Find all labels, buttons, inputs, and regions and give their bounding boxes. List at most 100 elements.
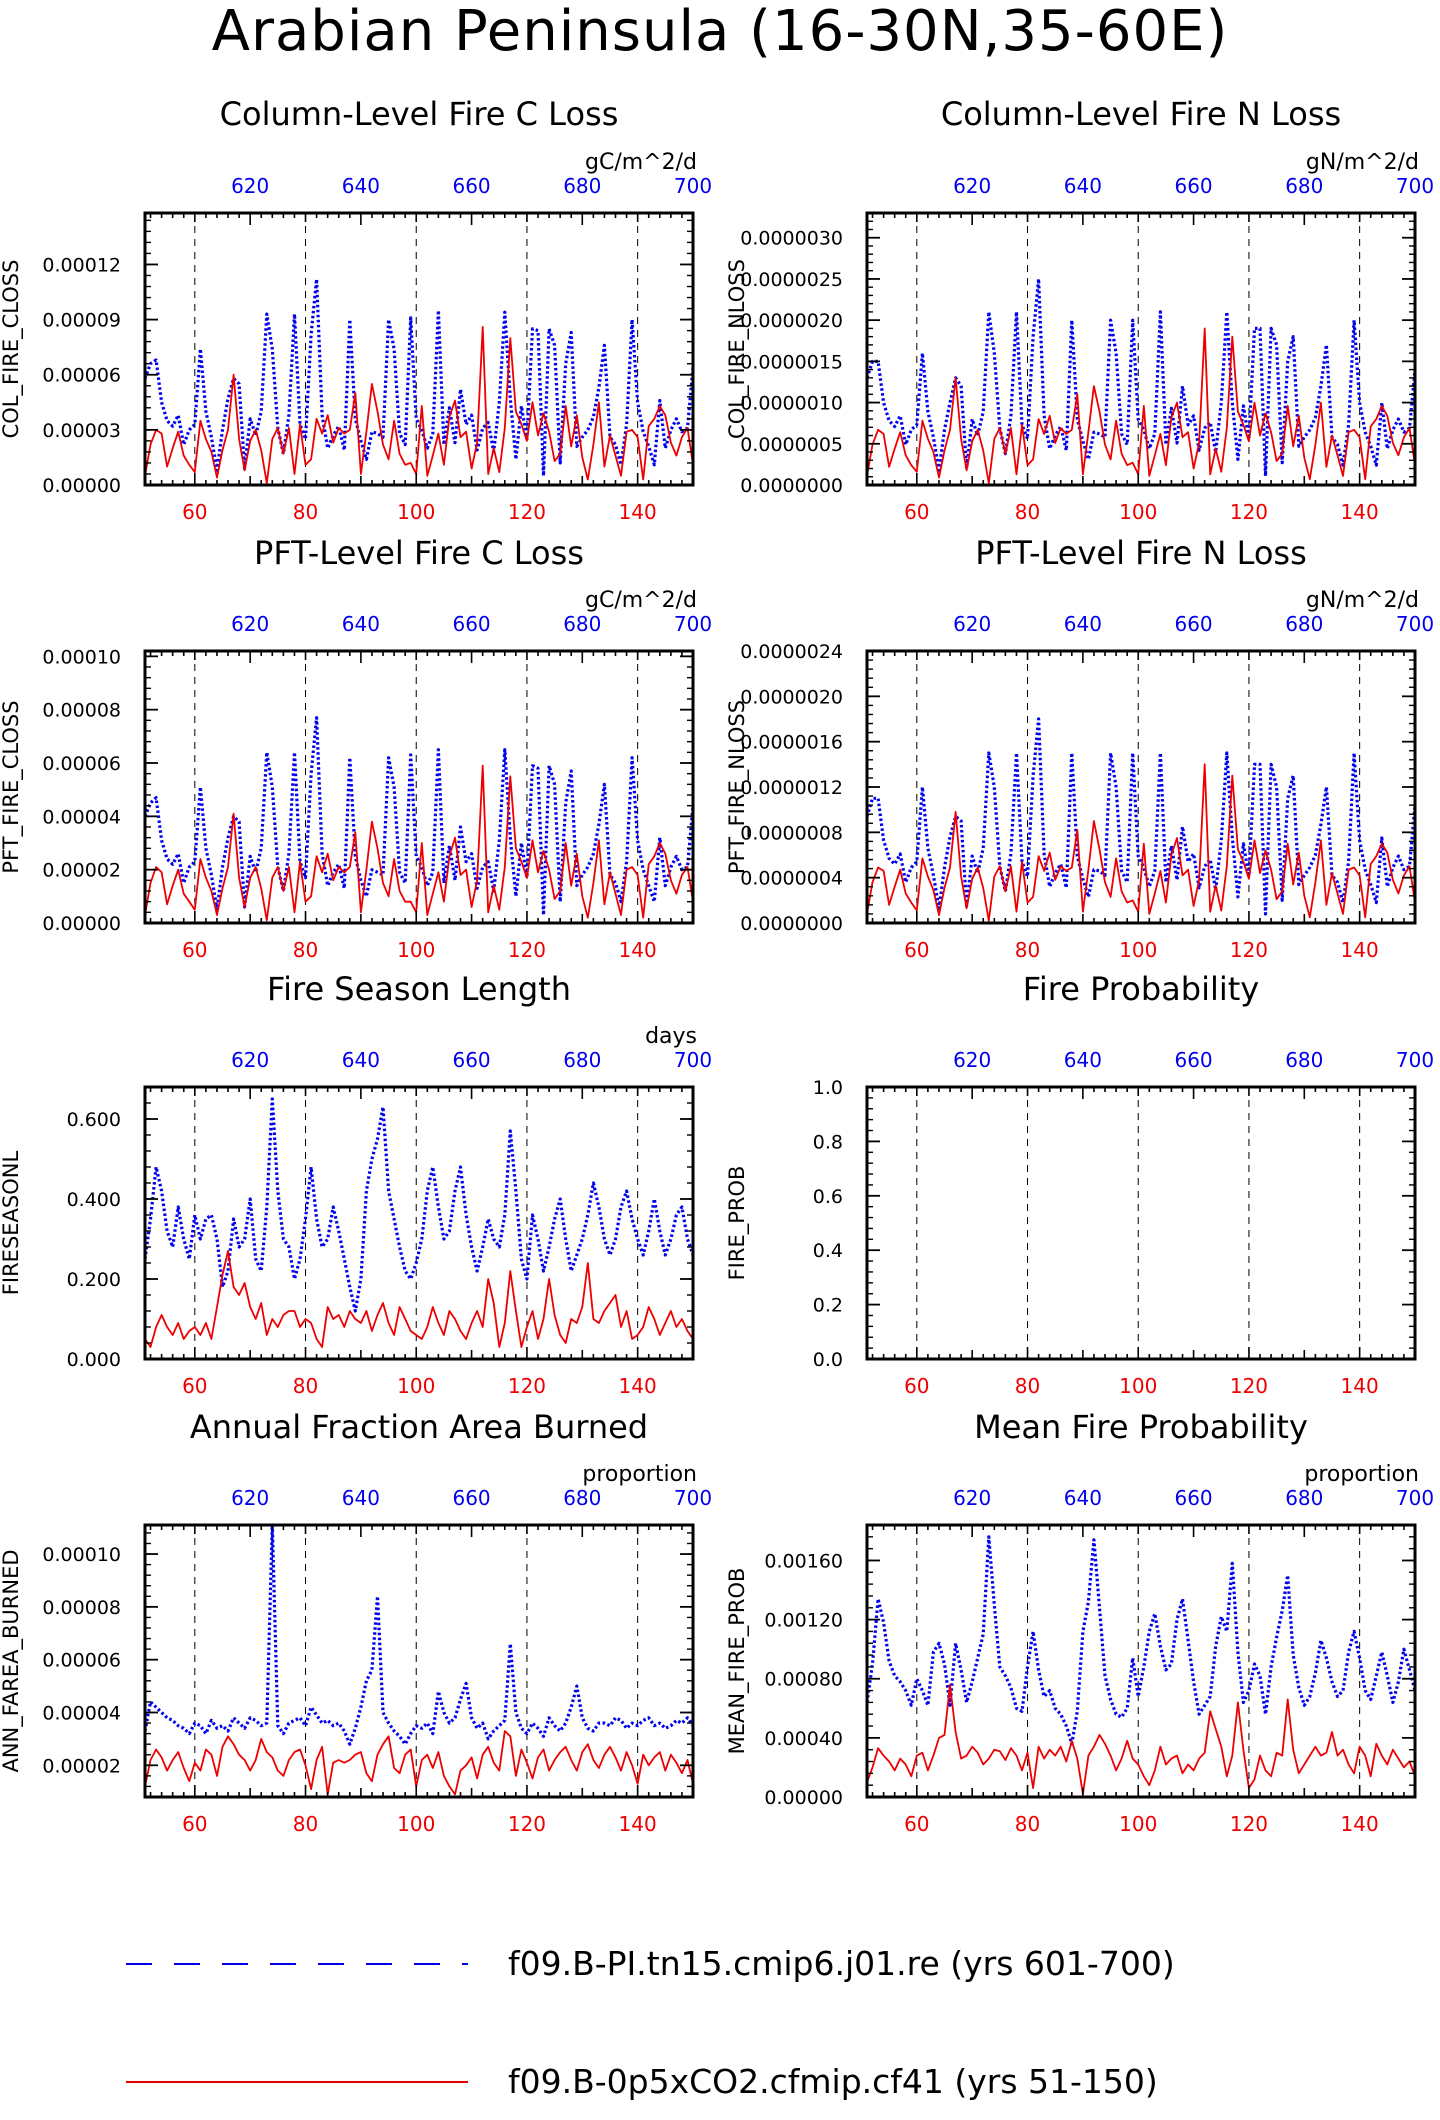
- x-tick-label: 60: [904, 500, 929, 524]
- x-tick-label-top: 700: [674, 174, 712, 198]
- y-tick-label: 0.4: [813, 1240, 843, 1262]
- x-tick-label: 100: [1119, 1812, 1157, 1836]
- series-line-blue: [143, 277, 695, 478]
- x-tick-label: 140: [619, 1812, 657, 1836]
- series-line-red: [144, 325, 694, 485]
- y-tick-label: 0.0000010: [740, 393, 843, 415]
- chart-title: Column-Level Fire N Loss: [941, 95, 1341, 133]
- x-tick-label-top: 700: [674, 1486, 712, 1510]
- y-tick-label: 0.00000: [42, 475, 121, 497]
- x-tick-label-top: 640: [1064, 1486, 1102, 1510]
- x-tick-label-top: 660: [452, 1048, 490, 1072]
- x-tick-label-top: 660: [1174, 612, 1212, 636]
- y-tick-label: 0.00002: [42, 1755, 121, 1777]
- chart-panel-1: Column-Level Fire C Loss gC/m^2/d 60 80 100 1…: [0, 95, 712, 524]
- series-line-red: [144, 1250, 694, 1348]
- plot-frame: [865, 1523, 1417, 1799]
- x-tick-label-top: 700: [1396, 1048, 1434, 1072]
- x-tick-label: 60: [182, 500, 207, 524]
- y-tick-label: 1.0: [813, 1077, 843, 1099]
- x-tick-label: 60: [904, 1374, 929, 1398]
- x-tick-label: 120: [1230, 500, 1268, 524]
- x-tick-label: 120: [508, 938, 546, 962]
- x-tick-label-top: 620: [953, 612, 991, 636]
- x-tick-label: 100: [397, 1812, 435, 1836]
- x-tick-label-top: 680: [1285, 1048, 1323, 1072]
- x-tick-label: 80: [1015, 938, 1040, 962]
- x-tick-label-top: 700: [1396, 612, 1434, 636]
- y-tick-label: 0.00160: [764, 1550, 843, 1572]
- x-tick-label-top: 640: [1064, 1048, 1102, 1072]
- legend: f09.B-PI.tn15.cmip6.j01.re (yrs 601-700)…: [126, 1944, 1175, 2101]
- chart-title: Fire Probability: [1023, 970, 1259, 1008]
- legend-item: f09.B-PI.tn15.cmip6.j01.re (yrs 601-700): [126, 1944, 1175, 1983]
- y-tick-label: 0.8: [813, 1131, 843, 1153]
- x-tick-label: 80: [293, 1374, 318, 1398]
- plot-frame: [143, 649, 695, 925]
- x-tick-label-top: 660: [1174, 1486, 1212, 1510]
- x-tick-label: 140: [1341, 938, 1379, 962]
- x-tick-label: 120: [1230, 1812, 1268, 1836]
- y-tick-label: 0.00006: [42, 1650, 121, 1672]
- x-tick-label: 120: [508, 1812, 546, 1836]
- y-tick-label: 0.00009: [42, 310, 121, 332]
- y-axis-label: MEAN_FIRE_PROB: [725, 1568, 750, 1755]
- y-tick-label: 0.0000024: [740, 641, 843, 663]
- y-axis-label: PFT_FIRE_NLOSS: [725, 700, 750, 874]
- y-tick-label: 0.0000000: [740, 475, 843, 497]
- y-tick-label: 0.0000015: [740, 351, 843, 373]
- series-line-blue: [865, 277, 1417, 478]
- y-tick-label: 0.0000012: [740, 777, 843, 799]
- x-tick-label-top: 680: [1285, 1486, 1323, 1510]
- x-tick-label-top: 660: [1174, 1048, 1212, 1072]
- chart-units: days: [645, 1024, 697, 1049]
- y-tick-label: 0.600: [67, 1109, 121, 1131]
- y-tick-label: 0.00008: [42, 700, 121, 722]
- y-tick-label: 0.0000000: [740, 913, 843, 935]
- chart-title: PFT-Level Fire N Loss: [975, 534, 1307, 572]
- y-tick-label: 0.00080: [764, 1669, 843, 1691]
- x-tick-label-top: 640: [1064, 612, 1102, 636]
- x-tick-label-top: 660: [1174, 174, 1212, 198]
- chart-panel-6: Fire Probability 60 80 100 120 140 620 640 660 68…: [725, 970, 1434, 1398]
- chart-title: Column-Level Fire C Loss: [220, 95, 619, 133]
- y-tick-label: 0.00012: [42, 254, 121, 276]
- x-tick-label: 120: [1230, 938, 1268, 962]
- chart-units: gC/m^2/d: [585, 150, 697, 175]
- y-tick-label: 0.200: [67, 1269, 121, 1291]
- x-tick-label: 100: [1119, 1374, 1157, 1398]
- y-tick-label: 0.2: [813, 1295, 843, 1317]
- x-tick-label: 80: [293, 1812, 318, 1836]
- x-tick-label-top: 640: [342, 174, 380, 198]
- x-tick-label: 140: [619, 1374, 657, 1398]
- x-tick-label: 60: [182, 1374, 207, 1398]
- y-tick-label: 0.0000004: [740, 868, 843, 890]
- series-line-blue: [865, 717, 1417, 916]
- y-tick-label: 0.6: [813, 1186, 843, 1208]
- chart-title: Annual Fraction Area Burned: [190, 1408, 648, 1446]
- x-tick-label-top: 620: [953, 1048, 991, 1072]
- x-tick-label: 120: [1230, 1374, 1268, 1398]
- x-tick-label-top: 660: [452, 174, 490, 198]
- x-tick-label: 140: [1341, 500, 1379, 524]
- x-tick-label-top: 700: [674, 1048, 712, 1072]
- series-line-blue: [143, 1523, 695, 1746]
- y-tick-label: 0.0000025: [740, 269, 843, 291]
- x-tick-label: 80: [1015, 1812, 1040, 1836]
- x-tick-label-top: 620: [231, 1048, 269, 1072]
- x-tick-label: 100: [397, 1374, 435, 1398]
- x-tick-label: 100: [1119, 938, 1157, 962]
- x-tick-label-top: 700: [674, 612, 712, 636]
- x-tick-label-top: 680: [563, 612, 601, 636]
- plot-frame: [865, 1085, 1417, 1361]
- chart-units: proportion: [582, 1462, 697, 1487]
- x-tick-label: 120: [508, 1374, 546, 1398]
- chart-panel-2: Column-Level Fire N Loss gN/m^2/d 60 80 100 1…: [725, 95, 1434, 524]
- x-tick-label: 120: [508, 500, 546, 524]
- chart-panel-5: Fire Season Length days 60 80 100 120 140 620 64…: [0, 970, 712, 1398]
- plot-frame: [143, 1523, 695, 1799]
- series-line-red: [144, 764, 694, 922]
- plot-frame: [143, 1085, 695, 1361]
- x-tick-label: 80: [1015, 1374, 1040, 1398]
